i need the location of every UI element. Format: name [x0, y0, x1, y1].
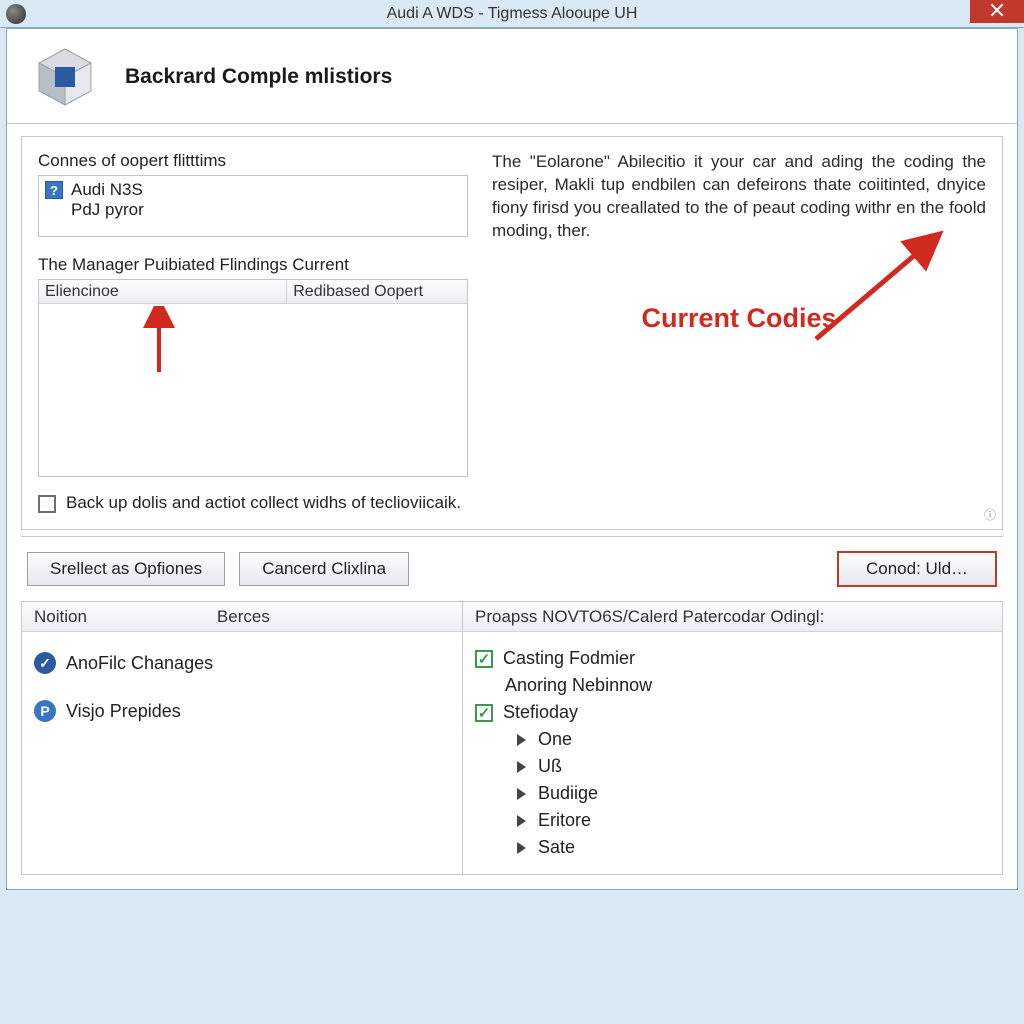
tree-checkbox-item[interactable]: Stefioday [475, 702, 990, 723]
tree-item-label: Anoring Nebinnow [505, 675, 652, 696]
tree-item-label: Stefioday [503, 702, 578, 723]
col-header: Berces [217, 607, 270, 627]
col-header: Noition [34, 607, 87, 627]
list-item[interactable]: PdJ pyror [45, 200, 461, 220]
annotation-arrow-icon [139, 306, 179, 378]
bottom-right-header: Proapss NOVTO6S/Calerd Patercodar Odingl… [463, 602, 1002, 632]
window-body: Backrard Comple mlistiors Connes of oope… [6, 28, 1018, 890]
tree-label-item: Anoring Nebinnow [505, 675, 990, 696]
bottom-left: Noition Berces ✓ AnoFilc Chanages P Visj… [22, 602, 463, 874]
grid-header: Eliencinoe Redibased Oopert [39, 280, 467, 304]
window-title: Audi A WDS - Tigmess Alooupe UH [387, 5, 638, 23]
grid-body [39, 304, 467, 476]
list-item-text: PdJ pyror [71, 200, 144, 220]
check-circle-icon: ✓ [34, 652, 56, 674]
grid-col-header[interactable]: Eliencinoe [39, 280, 287, 304]
list-item[interactable]: ? Audi N3S [45, 180, 461, 200]
button-bar: Srellect as Opfiones Cancerd Clixlina Co… [21, 536, 1003, 601]
app-icon [6, 4, 26, 24]
page-title: Backrard Comple mlistiors [125, 65, 392, 89]
tree-node[interactable]: One [517, 729, 990, 750]
bottom-right-body: Casting Fodmier Anoring Nebinnow Stefiod… [463, 632, 1002, 874]
chevron-right-icon [517, 815, 526, 827]
category-item[interactable]: ✓ AnoFilc Chanages [34, 652, 450, 674]
list-item-text: Audi N3S [71, 180, 143, 200]
bottom-panel: Noition Berces ✓ AnoFilc Chanages P Visj… [21, 601, 1003, 875]
tree-item-label: Sate [538, 837, 575, 858]
tree-node[interactable]: Eritore [517, 810, 990, 831]
tree-item-label: Casting Fodmier [503, 648, 635, 669]
right-column: The "Eolarone" Abilecitio it your car an… [468, 151, 986, 523]
tree-checkbox[interactable] [475, 650, 493, 668]
findings-grid[interactable]: Eliencinoe Redibased Oopert [38, 279, 468, 477]
source-list[interactable]: ? Audi N3S PdJ pyror [38, 175, 468, 237]
chevron-right-icon [517, 788, 526, 800]
tree-checkbox-item[interactable]: Casting Fodmier [475, 648, 990, 669]
bottom-left-body: ✓ AnoFilc Chanages P Visjo Prepides [22, 632, 462, 874]
category-item[interactable]: P Visjo Prepides [34, 700, 450, 722]
chevron-right-icon [517, 842, 526, 854]
tree-item-label: Eritore [538, 810, 591, 831]
tree-item-label: Budiige [538, 783, 598, 804]
close-button[interactable] [970, 0, 1024, 23]
bottom-right: Proapss NOVTO6S/Calerd Patercodar Odingl… [463, 602, 1002, 874]
grid-label: The Manager Puibiated Flindings Current [38, 255, 468, 275]
select-options-button[interactable]: Srellect as Opfiones [27, 552, 225, 586]
chevron-right-icon [517, 761, 526, 773]
chevron-right-icon [517, 734, 526, 746]
main-panel: Connes of oopert flitttims ? Audi N3S Pd… [21, 136, 1003, 530]
close-icon [990, 3, 1004, 17]
backup-checkbox-label: Back up dolis and actiot collect widhs o… [66, 493, 461, 513]
tree-node[interactable]: Uß [517, 756, 990, 777]
annotation-callout: Current Codies [492, 303, 986, 334]
info-icon[interactable]: ⓘ [984, 506, 996, 523]
backup-checkbox[interactable] [38, 495, 56, 513]
tree-node[interactable]: Sate [517, 837, 990, 858]
grid-col-header[interactable]: Redibased Oopert [287, 280, 467, 304]
tree-item-label: One [538, 729, 572, 750]
left-column: Connes of oopert flitttims ? Audi N3S Pd… [38, 151, 468, 523]
cancel-button[interactable]: Cancerd Clixlina [239, 552, 409, 586]
header: Backrard Comple mlistiors [7, 29, 1017, 124]
cube-icon [33, 45, 97, 109]
category-label: AnoFilc Chanages [66, 653, 213, 674]
letter-circle-icon: P [34, 700, 56, 722]
category-label: Visjo Prepides [66, 701, 181, 722]
primary-action-button[interactable]: Conod: Uld… [837, 551, 997, 587]
description-text: The "Eolarone" Abilecitio it your car an… [492, 151, 986, 243]
bottom-left-header: Noition Berces [22, 602, 462, 632]
tree-node[interactable]: Budiige [517, 783, 990, 804]
tree-checkbox[interactable] [475, 704, 493, 722]
list-label: Connes of oopert flitttims [38, 151, 468, 171]
question-icon: ? [45, 181, 63, 199]
titlebar: Audi A WDS - Tigmess Alooupe UH [0, 0, 1024, 28]
tree-item-label: Uß [538, 756, 562, 777]
backup-checkbox-row: Back up dolis and actiot collect widhs o… [38, 493, 468, 513]
